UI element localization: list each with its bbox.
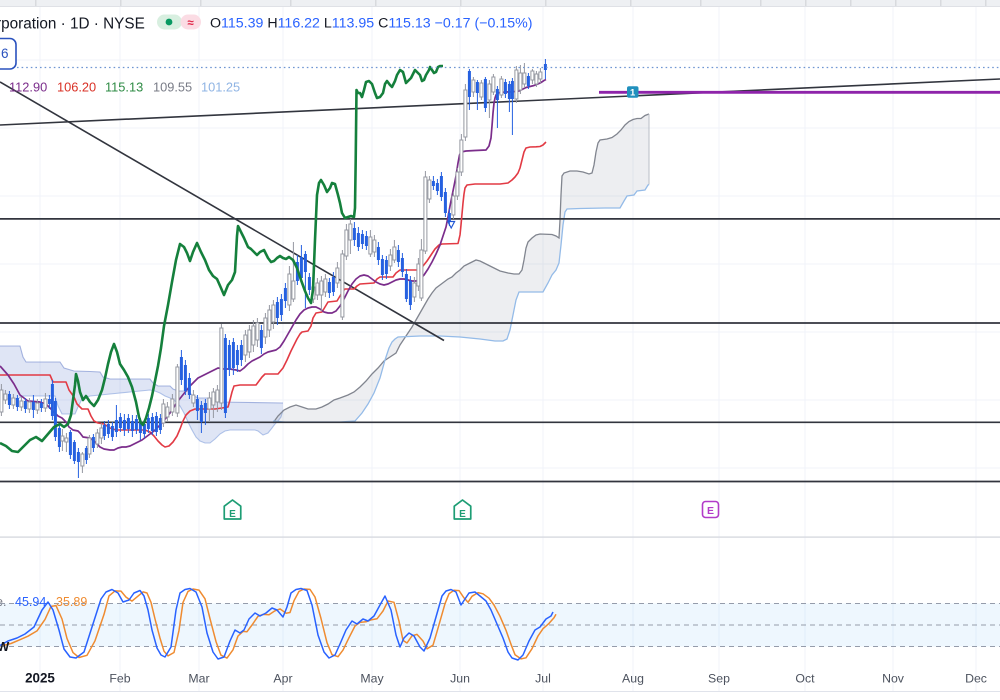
svg-text:Sep: Sep bbox=[708, 672, 730, 686]
svg-text:Jul: Jul bbox=[535, 672, 551, 686]
svg-text:Mar: Mar bbox=[188, 672, 209, 686]
svg-text:W: W bbox=[0, 639, 10, 654]
svg-text:Feb: Feb bbox=[109, 672, 130, 686]
svg-text:Dec: Dec bbox=[965, 672, 987, 686]
svg-text:101.25: 101.25 bbox=[201, 80, 240, 95]
svg-text:112.90: 112.90 bbox=[9, 80, 47, 95]
svg-text:Jun: Jun bbox=[450, 672, 470, 686]
svg-text:1: 1 bbox=[630, 87, 636, 98]
svg-text:Nov: Nov bbox=[882, 672, 905, 686]
svg-text:45.94: 45.94 bbox=[15, 595, 46, 609]
svg-text:115.13: 115.13 bbox=[105, 80, 143, 95]
svg-text:e.: e. bbox=[0, 595, 6, 609]
svg-text:106.20: 106.20 bbox=[57, 80, 96, 95]
svg-text:rporation · 1D · NYSE: rporation · 1D · NYSE bbox=[0, 16, 145, 33]
svg-text:E: E bbox=[707, 505, 714, 517]
svg-text:6: 6 bbox=[1, 46, 9, 61]
svg-text:≈: ≈ bbox=[188, 18, 195, 30]
svg-text:35.89: 35.89 bbox=[56, 595, 87, 609]
svg-text:May: May bbox=[360, 672, 384, 686]
svg-text:Oct: Oct bbox=[795, 672, 815, 686]
svg-text:Aug: Aug bbox=[622, 672, 644, 686]
svg-text:2025: 2025 bbox=[25, 671, 55, 686]
svg-text:E: E bbox=[459, 509, 466, 520]
svg-text:O115.39 H116.22 L113.95 C115.1: O115.39 H116.22 L113.95 C115.13 −0.17 (−… bbox=[210, 16, 532, 32]
svg-text:Apr: Apr bbox=[273, 672, 292, 686]
svg-text:109.55: 109.55 bbox=[153, 80, 192, 95]
svg-text:E: E bbox=[229, 509, 236, 520]
